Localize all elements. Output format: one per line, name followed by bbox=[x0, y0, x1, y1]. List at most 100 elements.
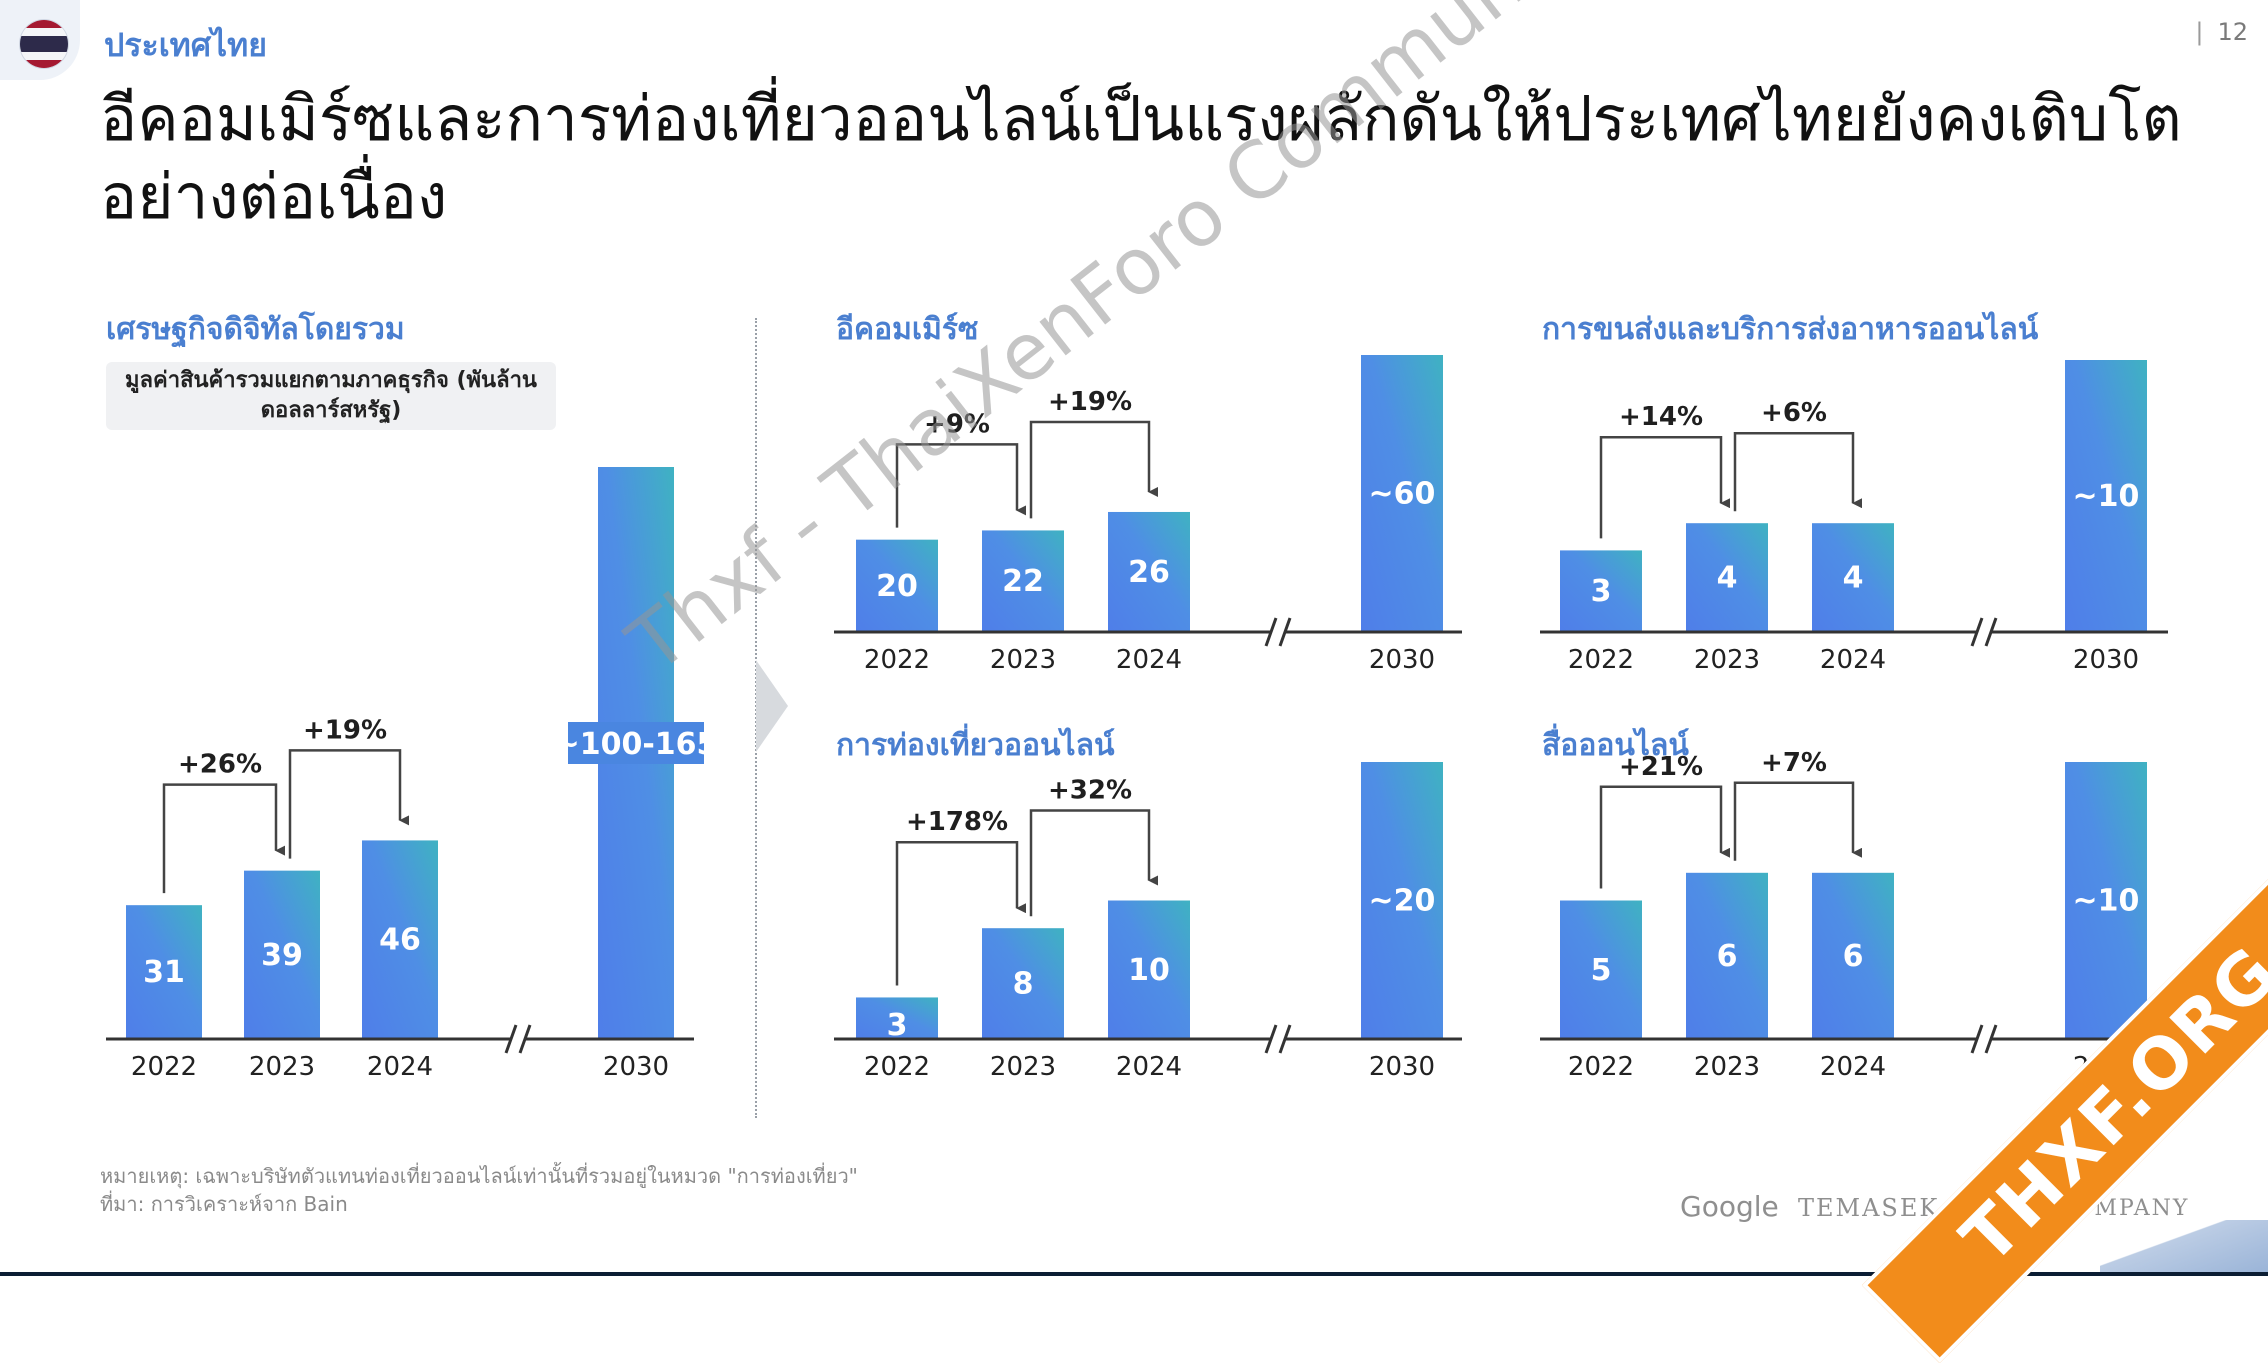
decorative-wave bbox=[2100, 1220, 2268, 1272]
growth-label: +6% bbox=[1761, 398, 1827, 428]
axis-break-mark bbox=[1278, 617, 1292, 647]
data-label: 3 bbox=[887, 1008, 908, 1043]
chart-bar bbox=[1686, 872, 1768, 1039]
axis-break-mark bbox=[518, 1024, 532, 1054]
tick-label: 2030 bbox=[603, 1052, 669, 1082]
data-label: 31 bbox=[143, 955, 185, 990]
data-label: ~60 bbox=[1369, 477, 1436, 512]
axis-break-mark bbox=[1984, 617, 1998, 647]
chart-bar bbox=[1812, 872, 1894, 1039]
overall-chart-title: เศรษฐกิจดิจิทัลโดยรวม bbox=[106, 312, 405, 347]
tick-label: 2024 bbox=[1116, 645, 1182, 675]
axis-break-mark bbox=[1264, 1024, 1278, 1054]
growth-arrow bbox=[1599, 435, 1730, 539]
growth-label: +32% bbox=[1048, 776, 1132, 806]
tick-label: 2022 bbox=[131, 1052, 197, 1082]
transport-food-chart-title: การขนส่งและบริการส่งอาหารออนไลน์ bbox=[1542, 312, 2039, 347]
unit-label: มูลค่าสินค้ารวมแยกตามภาคธุรกิจ (พันล้านด… bbox=[106, 362, 556, 430]
chart-bar bbox=[598, 467, 674, 1039]
bottom-rule bbox=[0, 1272, 2268, 1276]
data-label: ~10 bbox=[2073, 884, 2140, 919]
data-label: 6 bbox=[1843, 939, 1864, 974]
growth-arrow bbox=[1599, 785, 1730, 889]
chart-bar bbox=[856, 539, 938, 632]
footnotes: หมายเหตุ: เฉพาะบริษัทตัวแทนท่องเที่ยวออน… bbox=[100, 1162, 858, 1218]
chart-bar bbox=[1108, 511, 1190, 632]
data-label: 3 bbox=[1591, 574, 1612, 609]
chart-bar bbox=[2065, 360, 2147, 632]
growth-label: +26% bbox=[178, 750, 262, 780]
data-label: ~10 bbox=[2073, 479, 2140, 514]
data-label: 4 bbox=[1843, 561, 1864, 596]
data-label: 5 bbox=[1591, 953, 1612, 988]
tick-label: 2030 bbox=[2073, 645, 2139, 675]
tick-label: 2022 bbox=[1568, 1052, 1634, 1082]
footnote-source: ที่มา: การวิเคราะห์จาก Bain bbox=[100, 1192, 348, 1216]
growth-arrow bbox=[288, 749, 409, 859]
data-label: ~20 bbox=[1369, 884, 1436, 919]
chart-bar bbox=[2065, 762, 2147, 1039]
axis-break-mark bbox=[1264, 617, 1278, 647]
growth-arrow bbox=[895, 840, 1026, 986]
chart-bar bbox=[1560, 550, 1642, 632]
tick-label: 2022 bbox=[1568, 645, 1634, 675]
growth-label: +19% bbox=[1048, 387, 1132, 417]
online-media-chart-title: สื่อออนไลน์ bbox=[1542, 728, 1689, 763]
tick-label: 2022 bbox=[864, 1052, 930, 1082]
growth-arrow bbox=[1733, 781, 1862, 861]
country-label: ประเทศไทย bbox=[104, 26, 267, 64]
chart-bar bbox=[982, 928, 1064, 1039]
chart-bar bbox=[362, 840, 438, 1039]
growth-arrow bbox=[1733, 431, 1862, 512]
axis-break-mark bbox=[1970, 617, 1984, 647]
tick-label: 2024 bbox=[1820, 645, 1886, 675]
chart-bar bbox=[1108, 900, 1190, 1039]
data-label: 4 bbox=[1717, 561, 1738, 596]
tick-label: 2023 bbox=[990, 645, 1056, 675]
corner-watermark-banner: THXF.ORG bbox=[1861, 846, 2268, 1363]
chart-bar bbox=[1812, 523, 1894, 632]
thailand-flag-icon bbox=[20, 20, 68, 68]
growth-label: +178% bbox=[906, 807, 1008, 837]
data-label: 46 bbox=[379, 923, 421, 958]
data-label: ~100-165 bbox=[555, 727, 718, 762]
tick-label: 2023 bbox=[249, 1052, 315, 1082]
tick-label: 2024 bbox=[367, 1052, 433, 1082]
tick-label: 2024 bbox=[1820, 1052, 1886, 1082]
data-label: 26 bbox=[1128, 555, 1170, 590]
flag-badge bbox=[0, 0, 80, 80]
online-travel-chart-title: การท่องเที่ยวออนไลน์ bbox=[836, 728, 1115, 763]
growth-arrow bbox=[162, 783, 285, 894]
data-label: 39 bbox=[261, 938, 303, 973]
page-title: อีคอมเมิร์ซและการท่องเที่ยวออนไลน์เป็นแร… bbox=[100, 82, 2182, 233]
chart-bar bbox=[244, 870, 320, 1039]
tick-label: 2030 bbox=[1369, 1052, 1435, 1082]
chart-bar bbox=[856, 997, 938, 1039]
data-label: 20 bbox=[876, 569, 918, 604]
chart-bar bbox=[1686, 523, 1768, 632]
growth-label: +14% bbox=[1619, 402, 1703, 432]
ecommerce-chart-title: อีคอมเมิร์ซ bbox=[836, 312, 979, 347]
tick-label: 2030 bbox=[1369, 645, 1435, 675]
tick-label: 2023 bbox=[990, 1052, 1056, 1082]
chart-bar bbox=[126, 905, 202, 1039]
growth-arrow bbox=[1029, 809, 1158, 917]
google-logo: Google bbox=[1680, 1190, 1779, 1223]
data-label-highlight bbox=[568, 722, 704, 764]
axis-break-mark bbox=[1984, 1024, 1998, 1054]
temasek-logo: TEMASEK bbox=[1798, 1194, 1940, 1222]
growth-arrow bbox=[1029, 420, 1158, 519]
tick-label: 2024 bbox=[1116, 1052, 1182, 1082]
chevron-right-icon bbox=[756, 660, 788, 752]
tick-label: 2023 bbox=[1694, 645, 1760, 675]
axis-break-mark bbox=[1970, 1024, 1984, 1054]
chart-bar bbox=[1361, 355, 1443, 632]
footnote-note: หมายเหตุ: เฉพาะบริษัทตัวแทนท่องเที่ยวออน… bbox=[100, 1164, 858, 1188]
page-number: 12 bbox=[2195, 18, 2248, 46]
data-label: 8 bbox=[1013, 967, 1034, 1002]
growth-label: +19% bbox=[303, 715, 387, 745]
data-label: 10 bbox=[1128, 953, 1170, 988]
chart-bar bbox=[982, 530, 1064, 632]
data-label: 22 bbox=[1002, 564, 1044, 599]
axis-break-mark bbox=[1278, 1024, 1292, 1054]
